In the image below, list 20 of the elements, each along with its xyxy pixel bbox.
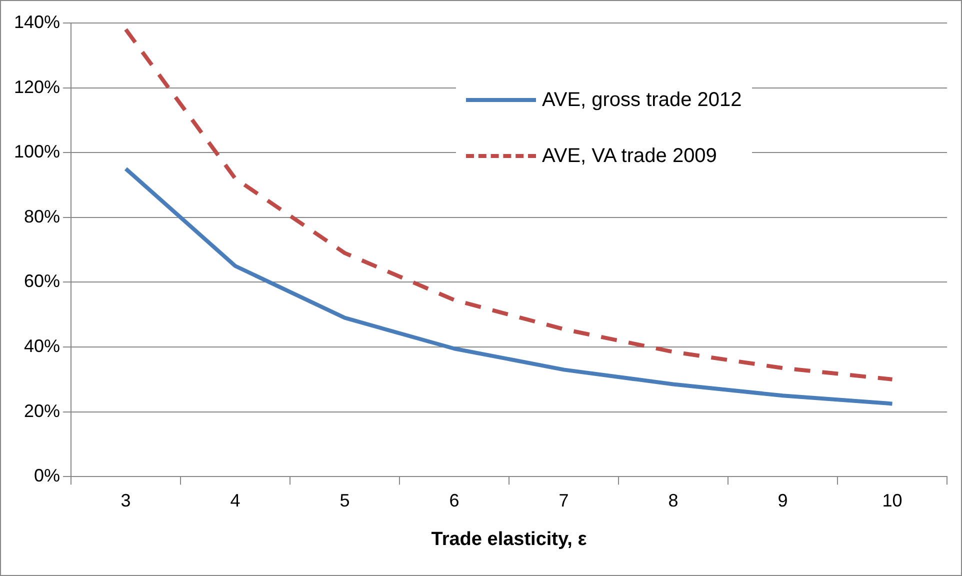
legend-label: AVE, VA trade 2009	[542, 144, 717, 168]
x-tick-label: 4	[230, 490, 240, 510]
line-series	[124, 27, 894, 382]
y-tick-label: 120%	[14, 76, 60, 97]
x-axis-title: Trade elasticity, ε	[431, 528, 587, 550]
y-tick-label: 80%	[24, 206, 60, 226]
y-tick-label: 40%	[24, 336, 60, 356]
x-tick-label: 8	[668, 490, 678, 510]
y-tick-label: 100%	[14, 142, 60, 162]
x-tick-label: 5	[340, 490, 350, 510]
x-tick-label: 3	[120, 490, 131, 510]
x-tick-label: 7	[558, 490, 569, 510]
y-tick-label: 0%	[34, 466, 60, 486]
x-tick-label: 9	[778, 490, 788, 510]
y-tick-label: 140%	[14, 12, 60, 32]
legend-label: AVE, gross trade 2012	[542, 88, 742, 112]
y-tick-label: 60%	[24, 271, 60, 292]
x-tick-label: 10	[882, 490, 902, 510]
y-tick-label: 20%	[24, 400, 60, 421]
x-tick-label: 6	[449, 490, 460, 510]
